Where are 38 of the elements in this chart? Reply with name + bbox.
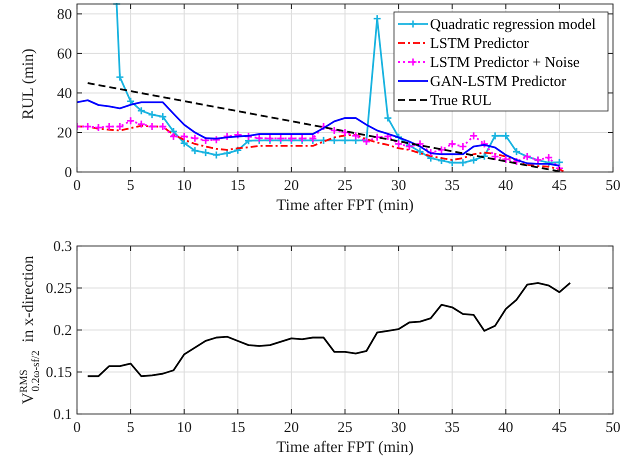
y-tick-label: 20	[57, 125, 72, 142]
y-axis-title: RUL (min)	[20, 48, 37, 120]
y-tick-label: 60	[57, 46, 72, 62]
x-tick-label: 30	[391, 178, 406, 194]
y-tick-label: 0.25	[46, 281, 72, 297]
x-tick-label: 20	[284, 420, 299, 436]
y-tick-label: 0.3	[53, 239, 72, 255]
y-tick-label: 80	[57, 6, 72, 23]
y-tick-label: 0.1	[53, 407, 72, 423]
y-tick-label: 40	[57, 86, 72, 102]
x-tick-label: 5	[126, 178, 134, 194]
x-axis-title: Time after FPT (min)	[276, 197, 414, 214]
y-tick-label: 0	[64, 165, 72, 181]
x-tick-label: 20	[284, 178, 299, 194]
legend-label: Quadratic regression model	[430, 17, 596, 33]
x-tick-label: 50	[606, 420, 620, 436]
x-tick-label: 10	[176, 178, 192, 194]
legend-label: True RUL	[430, 93, 492, 109]
y-tick-label: 0.15	[46, 365, 72, 381]
x-tick-label: 5	[126, 420, 134, 436]
y-tick-label: 0.2	[53, 323, 72, 339]
legend-label: LSTM Predictor + Noise	[430, 55, 580, 71]
x-tick-label: 25	[338, 178, 352, 194]
x-tick-label: 25	[338, 420, 352, 436]
x-axis-title: Time after FPT (min)	[276, 439, 414, 456]
x-tick-label: 45	[552, 178, 567, 194]
x-tick-label: 30	[391, 420, 406, 436]
x-tick-label: 45	[552, 420, 567, 436]
legend-label: LSTM Predictor	[430, 36, 529, 52]
x-tick-label: 40	[498, 420, 514, 436]
x-tick-label: 35	[444, 420, 460, 436]
legend-label: GAN-LSTM Predictor	[430, 74, 566, 90]
x-tick-label: 10	[176, 420, 192, 436]
x-tick-label: 15	[230, 420, 246, 436]
x-tick-label: 40	[498, 178, 514, 194]
x-tick-label: 35	[444, 178, 460, 194]
x-tick-label: 50	[606, 178, 620, 194]
x-tick-label: 15	[230, 178, 246, 194]
